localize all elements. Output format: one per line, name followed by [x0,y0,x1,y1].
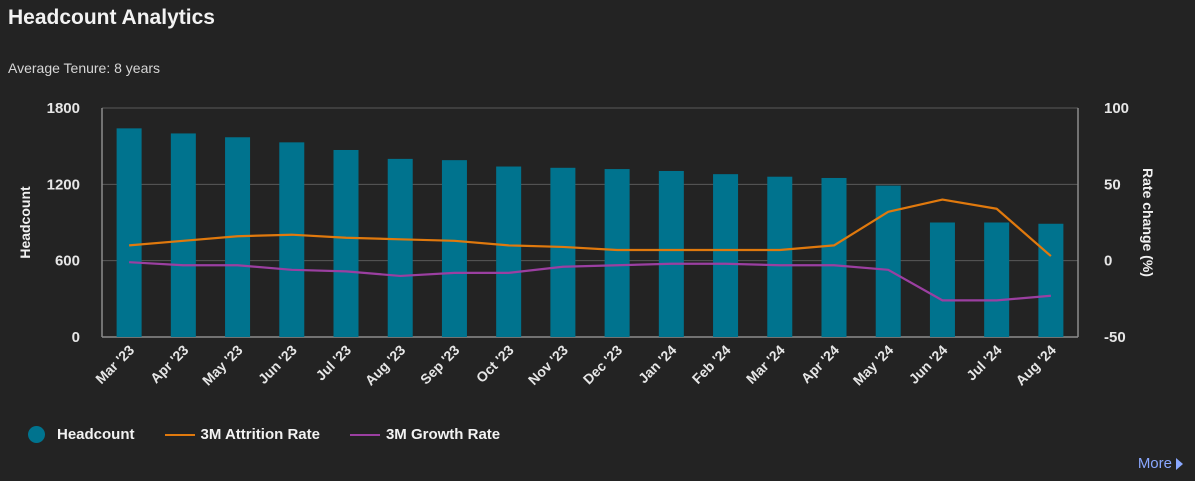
attrition-swatch [164,433,195,436]
x-tick-label: Sep '23 [417,342,463,388]
legend-label-headcount: Headcount [57,426,135,443]
attrition-rate-line [129,198,1052,257]
x-tick-label: Jun '24 [906,342,951,387]
growth-swatch [349,433,380,436]
y-tick-label: 1200 [47,176,80,193]
x-tick-label: Oct '23 [473,342,517,386]
more-label: More [1137,455,1172,472]
x-tick-label: Jan '24 [635,342,680,387]
y-tick-label: 1800 [47,100,80,117]
x-tick-label: Apr '24 [798,342,843,387]
y2-axis-title: Rate change (%) [1140,168,1156,277]
headcount-bar [441,160,467,337]
y-tick-label: 600 [55,253,80,270]
legend-label-attrition: 3M Attrition Rate [200,426,320,443]
legend-item-attrition[interactable]: 3M Attrition Rate [164,426,320,443]
x-tick-label: Feb '24 [689,342,734,387]
headcount-bar [984,222,1010,337]
x-tick-label: Mar '23 [92,342,137,387]
headcount-bar [279,142,305,337]
average-tenure-subtitle: Average Tenure: 8 years [8,60,161,76]
x-tick-label: Dec '23 [580,342,626,388]
headcount-bar [767,176,793,337]
y2-tick-label: 100 [1104,100,1129,117]
x-tick-label: Aug '23 [362,342,409,389]
headcount-bar [333,149,359,337]
chart-legend: Headcount 3M Attrition Rate 3M Growth Ra… [28,426,530,443]
growth-rate-line [129,261,1051,302]
x-tick-label: Aug '24 [1012,342,1059,389]
y2-tick-label: 0 [1104,253,1112,270]
x-tick-label: Jul '23 [312,342,354,384]
x-tick-label: Mar '24 [743,342,788,387]
headcount-bar [875,185,901,337]
y2-tick-label: -50 [1104,329,1126,346]
headcount-bar [387,158,413,337]
legend-label-growth: 3M Growth Rate [385,426,501,443]
headcount-bar [496,166,522,337]
x-tick-label: Jul '24 [963,342,1005,384]
headcount-bar [604,169,630,337]
page-title: Headcount Analytics [8,6,215,29]
headcount-bar [1038,223,1064,337]
x-tick-label: Apr '23 [147,342,192,387]
headcount-bar [550,167,576,337]
y-tick-label: 0 [72,329,80,346]
more-link[interactable]: More [1138,455,1183,472]
x-tick-label: May '23 [199,342,246,389]
x-tick-label: Jun '23 [255,342,300,387]
y-axis-title: Headcount [17,186,33,259]
legend-item-headcount[interactable]: Headcount [28,426,135,443]
x-tick-label: May '24 [850,342,897,389]
headcount-bar [658,170,684,337]
headcount-swatch [28,426,45,443]
legend-item-growth[interactable]: 3M Growth Rate [349,426,501,443]
x-tick-label: Nov '23 [525,342,571,388]
headcount-bar [821,177,847,337]
headcount-bar [116,128,142,337]
y2-tick-label: 50 [1104,176,1121,193]
headcount-bar [713,174,739,337]
headcount-bar [929,222,955,337]
headcount-bar [170,133,196,337]
chevron-right-icon [1176,457,1183,470]
